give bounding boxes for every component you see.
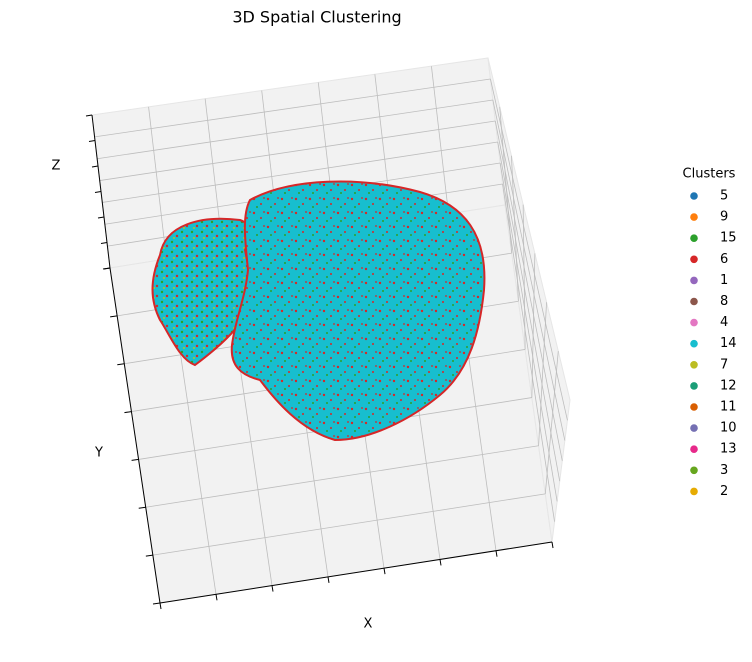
grid-line — [538, 302, 547, 446]
legend-marker — [690, 318, 698, 327]
axis-tick — [124, 411, 132, 414]
x-axis-label: X — [364, 617, 373, 632]
legend-label: 11 — [720, 400, 737, 415]
axis-tick — [138, 506, 146, 509]
axis-tick — [271, 585, 274, 592]
grid-line — [494, 120, 563, 461]
axis-tick — [85, 114, 93, 117]
axis-tick — [327, 576, 330, 583]
grid-line — [152, 493, 546, 556]
axis-tick — [88, 140, 96, 142]
legend-label: 14 — [720, 336, 737, 351]
axis-tick — [495, 550, 498, 557]
axis-tick — [117, 363, 125, 366]
legend-label: 8 — [720, 294, 728, 309]
legend-marker — [690, 382, 698, 390]
legend-marker — [690, 403, 698, 411]
z-axis-label: Z — [52, 159, 61, 174]
axis-tick — [97, 216, 105, 219]
legend-label: 10 — [720, 421, 737, 436]
grid-line — [490, 78, 568, 421]
legend-label: 15 — [720, 231, 737, 246]
legend-marker — [690, 297, 698, 306]
legend-label: 2 — [720, 484, 728, 499]
grid-line — [431, 66, 449, 215]
legend-label: 6 — [720, 252, 728, 267]
grid-line — [94, 78, 491, 138]
legend-marker — [690, 466, 698, 475]
axis-tick — [551, 541, 554, 549]
axis-tick — [159, 602, 162, 610]
legend: 5 9 15 6 1 8 4 14 7 12 11 10 13 3 2 — [690, 189, 737, 499]
grid-line — [145, 445, 539, 508]
legend-label: 9 — [720, 210, 728, 225]
axis-tick — [94, 191, 102, 193]
legend-label: 5 — [720, 189, 728, 204]
axis-tick — [215, 594, 218, 601]
axes — [85, 114, 554, 610]
axis-tick — [439, 559, 442, 566]
legend-label: 4 — [720, 315, 728, 330]
legend-marker — [690, 255, 698, 264]
legend-label: 1 — [720, 273, 728, 288]
axis-tick — [91, 165, 99, 168]
grid-line — [97, 99, 493, 160]
cluster-region-large — [230, 180, 486, 442]
axis-tick — [145, 554, 153, 557]
chart-title: 3D Spatial Clustering — [232, 8, 401, 27]
legend-label: 12 — [720, 378, 737, 393]
grid-line — [497, 141, 561, 482]
axis-tick — [152, 602, 161, 605]
grid-line — [492, 99, 566, 441]
grid-line — [522, 204, 526, 350]
legend-marker — [690, 213, 698, 221]
axis-tick — [102, 267, 111, 270]
point-cloud — [151, 180, 486, 442]
legend-marker — [690, 192, 698, 200]
grid-line — [502, 183, 555, 522]
axis-tick — [131, 458, 139, 461]
legend-marker — [690, 339, 698, 348]
legend-marker — [690, 487, 698, 496]
grid-line — [499, 162, 558, 502]
legend-label: 13 — [720, 442, 737, 457]
grid-line — [99, 120, 496, 181]
legend-marker — [690, 276, 698, 285]
axis-tick — [110, 315, 118, 318]
legend-marker — [690, 424, 698, 432]
grid-line — [544, 351, 559, 494]
legend-marker — [690, 234, 698, 242]
legend-label: 7 — [720, 357, 728, 372]
x-axis — [159, 541, 553, 604]
legend-marker — [690, 361, 698, 369]
y-axis-label: Y — [94, 446, 103, 461]
y-axis — [109, 267, 161, 604]
axis-tick — [100, 242, 108, 244]
grid-line — [102, 141, 498, 203]
legend-label: 3 — [720, 463, 728, 478]
grid-line — [148, 106, 167, 260]
axis-tick — [383, 568, 386, 575]
grid-line — [531, 253, 536, 398]
legend-title: Clusters — [683, 167, 736, 182]
legend-marker — [690, 445, 698, 454]
